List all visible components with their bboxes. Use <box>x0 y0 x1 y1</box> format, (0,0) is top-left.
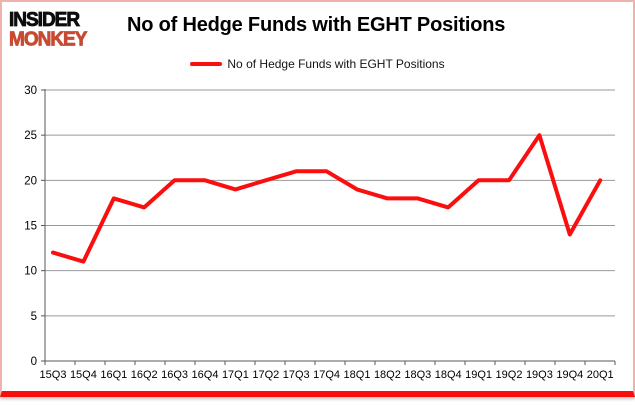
x-axis-tick-label: 18Q4 <box>435 369 462 381</box>
x-axis-tick-label: 19Q2 <box>496 369 523 381</box>
x-axis-tick-label: 19Q3 <box>526 369 553 381</box>
y-axis-tick-label: 0 <box>31 356 37 368</box>
x-axis-tick-label: 15Q4 <box>70 369 97 381</box>
legend-line-swatch <box>190 62 223 66</box>
x-axis-tick-label: 16Q4 <box>192 369 219 381</box>
x-axis-tick-label: 15Q3 <box>40 369 67 381</box>
x-axis-tick-label: 17Q1 <box>222 369 249 381</box>
y-axis-tick-label: 10 <box>24 266 37 278</box>
x-axis-tick-label: 16Q3 <box>161 369 188 381</box>
y-axis-tick-label: 5 <box>31 311 37 323</box>
y-axis-tick-label: 15 <box>24 221 37 233</box>
x-axis-tick-label: 19Q1 <box>465 369 492 381</box>
x-axis-tick-label: 19Q4 <box>556 369 583 381</box>
x-axis-tick-label: 18Q3 <box>404 369 431 381</box>
x-axis-tick-label: 16Q2 <box>131 369 158 381</box>
y-axis-tick-label: 20 <box>24 175 37 187</box>
x-axis-tick-label: 17Q4 <box>313 369 340 381</box>
legend-label: No of Hedge Funds with EGHT Positions <box>227 57 445 71</box>
x-axis-tick-label: 17Q2 <box>252 369 279 381</box>
legend: No of Hedge Funds with EGHT Positions <box>0 56 635 72</box>
y-axis-tick-label: 30 <box>24 85 37 97</box>
logo-word-monkey: MONKEY <box>9 28 88 51</box>
x-axis-tick-label: 17Q3 <box>283 369 310 381</box>
x-axis-tick-label: 20Q1 <box>587 369 614 381</box>
x-axis-tick-label: 18Q1 <box>344 369 371 381</box>
series-line <box>51 133 603 264</box>
x-axis-tick-label: 16Q1 <box>100 369 127 381</box>
logo-word-insider: INSIDER <box>9 8 81 32</box>
x-axis-tick-label: 18Q2 <box>374 369 401 381</box>
y-axis-tick-label: 25 <box>24 130 37 142</box>
insider-monkey-logo: INSIDER MONKEY <box>9 8 119 51</box>
chart-title: No of Hedge Funds with EGHT Positions <box>127 14 506 36</box>
